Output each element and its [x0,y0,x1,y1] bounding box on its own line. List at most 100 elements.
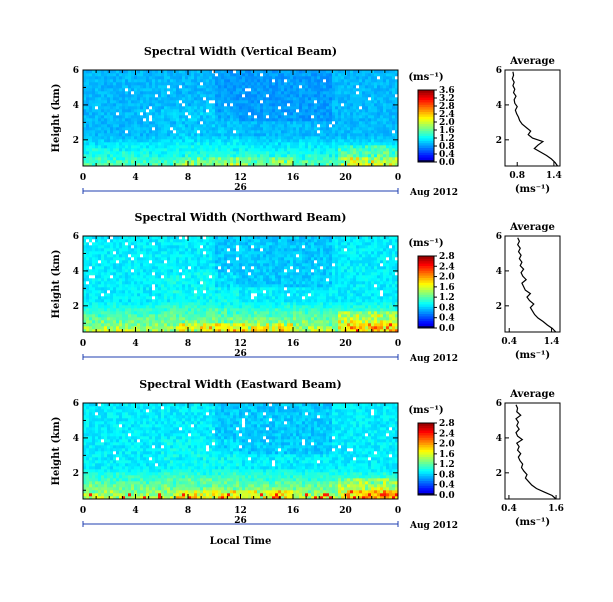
colorbar-tick-label: 1.6 [439,450,455,460]
x-tick-label: 16 [287,173,300,183]
date-label: Aug 2012 [409,354,458,364]
x-tick-label: 4 [132,173,138,183]
colorbar: 2.82.42.01.61.20.80.40.0 (ms⁻¹) [408,405,454,501]
y-axis-label: Height (km) [51,417,62,486]
average-profile: Average 6 4 2 0.4 1.4 (ms⁻¹) [496,222,560,361]
profile-x-label: 0.4 [501,337,517,347]
x-tick-label: 8 [185,173,191,183]
date-day: 26 [234,183,247,193]
colorbar-tick-label: 0.0 [439,491,455,501]
heatmap-cells [83,236,398,332]
x-tick-label: 12 [234,506,247,516]
colorbar-tick-label: 2.4 [439,429,455,439]
profile-y-label: 2 [496,136,502,146]
x-tick-label: 4 [132,506,138,516]
profile-y-label: 6 [496,399,502,409]
colorbar: 2.82.42.01.61.20.80.40.0 (ms⁻¹) [408,238,454,334]
colorbar-tick-label: 2.8 [439,252,455,262]
colorbar-tick-label: 2.0 [439,440,455,450]
heatmap-cells [83,70,398,166]
panel-title: Spectral Width (Northward Beam) [135,211,347,224]
x-tick-label: 16 [287,339,300,349]
y-tick-label: 4 [73,434,79,444]
x-tick-label: 20 [339,339,352,349]
date-day: 26 [234,349,247,359]
profile-line [512,72,557,166]
profile-frame [505,403,560,499]
profile-y-label: 2 [496,302,502,312]
y-axis-label: Height (km) [51,250,62,319]
colorbar-tick-label: 1.6 [439,283,455,293]
x-tick-label: 4 [132,339,138,349]
profile-y-label: 4 [496,434,502,444]
y-tick-label: 6 [73,66,79,76]
profile-x-label: 1.4 [546,171,562,181]
x-tick-label: 20 [339,173,352,183]
colorbar: 3.63.22.82.42.01.61.20.80.40.0(ms⁻¹) [408,72,454,168]
colorbar-tick-label: 2.8 [439,419,455,429]
profile-frame [505,236,560,332]
colorbar-tick-label: 1.2 [439,293,455,303]
profile-unit: (ms⁻¹) [515,517,550,528]
colorbar-tick-label: 1.2 [439,460,455,470]
colorbar-tick-label: 0.8 [439,303,455,313]
colorbar-tick-label: 0.4 [439,481,455,491]
date-day: 26 [234,516,247,526]
profile-y-label: 2 [496,469,502,479]
colorbar-unit: (ms⁻¹) [408,405,443,416]
x-tick-label: 8 [185,339,191,349]
profile-title: Average [509,222,555,233]
y-tick-label: 6 [73,232,79,242]
x-tick-label: 8 [185,506,191,516]
profile-y-label: 4 [496,267,502,277]
colorbar-tick-label: 0.0 [439,158,455,168]
colorbar-tick-label: 2.4 [439,262,455,272]
y-tick-label: 2 [73,469,79,479]
y-tick-label: 6 [73,399,79,409]
profile-x-label: 1.6 [548,504,564,514]
panel-0: Spectral Width (Vertical Beam) 6 4 2 Height … [51,45,562,198]
panel-title: Spectral Width (Eastward Beam) [139,378,341,391]
y-tick-label: 4 [73,267,79,277]
profile-title: Average [509,389,555,400]
colorbar-tick-label: 0.8 [439,470,455,480]
colorbar-unit: (ms⁻¹) [408,72,443,83]
profile-line [518,238,556,332]
colorbar-tick-label: 0.4 [439,314,455,324]
colorbar-tick-label: 0.0 [439,324,455,334]
x-tick-label: 0 [395,506,401,516]
x-axis-label: Local Time [210,536,272,547]
profile-unit: (ms⁻¹) [515,184,550,195]
x-tick-label: 0 [395,339,401,349]
y-tick-label: 2 [73,136,79,146]
y-axis-label: Height (km) [51,84,62,153]
profile-y-label: 6 [496,66,502,76]
profile-x-label: 0.8 [509,171,525,181]
panel-2: Spectral Width (Eastward Beam) 6 4 2 Height … [51,378,564,547]
x-tick-label: 0 [80,506,86,516]
x-tick-label: 20 [339,506,352,516]
average-profile: Average 6 4 2 0.8 1.4 (ms⁻¹) [496,56,562,195]
profile-unit: (ms⁻¹) [515,350,550,361]
colorbar-unit: (ms⁻¹) [408,238,443,249]
x-tick-label: 0 [395,173,401,183]
date-label: Aug 2012 [409,521,458,531]
x-tick-label: 12 [234,339,247,349]
profile-y-label: 6 [496,232,502,242]
panel-1: Spectral Width (Northward Beam) 6 4 2 Height… [51,211,560,364]
x-tick-label: 12 [234,173,247,183]
x-tick-label: 0 [80,339,86,349]
colorbar-tick-label: 2.0 [439,273,455,283]
date-label: Aug 2012 [409,188,458,198]
y-tick-label: 2 [73,302,79,312]
x-tick-label: 0 [80,173,86,183]
panel-title: Spectral Width (Vertical Beam) [144,45,337,58]
profile-line [516,405,556,499]
y-tick-label: 4 [73,101,79,111]
x-tick-label: 16 [287,506,300,516]
profile-title: Average [509,56,555,67]
profile-y-label: 4 [496,101,502,111]
profile-x-label: 1.4 [544,337,560,347]
